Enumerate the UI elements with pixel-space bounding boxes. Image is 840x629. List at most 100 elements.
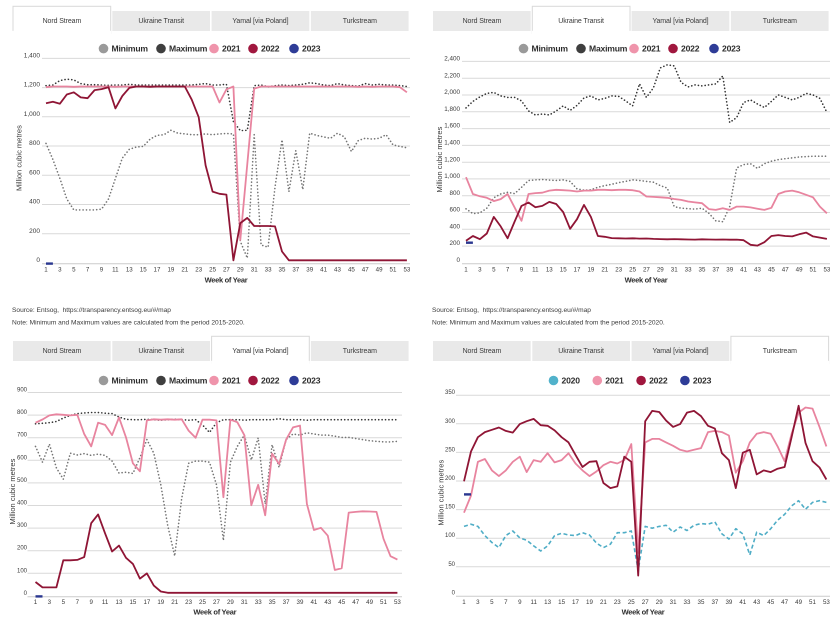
svg-text:25: 25 bbox=[199, 599, 206, 606]
svg-text:1: 1 bbox=[462, 599, 466, 606]
svg-text:31: 31 bbox=[251, 267, 258, 274]
svg-text:9: 9 bbox=[520, 267, 524, 274]
svg-text:0: 0 bbox=[456, 257, 460, 264]
svg-text:15: 15 bbox=[560, 267, 567, 274]
svg-text:600: 600 bbox=[449, 207, 460, 214]
svg-text:Ukraine Transit: Ukraine Transit bbox=[138, 348, 184, 355]
svg-text:1: 1 bbox=[34, 599, 38, 606]
svg-text:49: 49 bbox=[796, 267, 803, 274]
svg-text:21: 21 bbox=[171, 599, 178, 606]
svg-text:11: 11 bbox=[102, 599, 109, 606]
svg-text:45: 45 bbox=[767, 599, 774, 606]
svg-text:49: 49 bbox=[376, 267, 383, 274]
svg-text:5: 5 bbox=[62, 599, 66, 606]
svg-text:2022: 2022 bbox=[681, 43, 700, 53]
svg-text:Yamal [via Poland]: Yamal [via Poland] bbox=[232, 18, 288, 25]
svg-text:43: 43 bbox=[334, 267, 341, 274]
svg-text:Maximum: Maximum bbox=[169, 375, 208, 385]
svg-text:Turkstream: Turkstream bbox=[763, 18, 797, 25]
svg-text:2,000: 2,000 bbox=[444, 89, 460, 96]
svg-text:45: 45 bbox=[348, 267, 355, 274]
svg-text:Maximum: Maximum bbox=[169, 43, 208, 53]
svg-text:7: 7 bbox=[504, 599, 508, 606]
svg-text:21: 21 bbox=[600, 599, 607, 606]
svg-text:13: 13 bbox=[126, 267, 133, 274]
svg-text:17: 17 bbox=[572, 599, 579, 606]
svg-text:39: 39 bbox=[725, 599, 732, 606]
svg-text:700: 700 bbox=[17, 433, 28, 439]
svg-text:39: 39 bbox=[306, 267, 313, 274]
svg-text:29: 29 bbox=[227, 599, 234, 606]
svg-text:43: 43 bbox=[324, 599, 331, 606]
svg-text:400: 400 bbox=[29, 199, 40, 206]
svg-text:27: 27 bbox=[643, 267, 650, 274]
svg-text:11: 11 bbox=[532, 267, 539, 274]
svg-text:35: 35 bbox=[269, 599, 276, 606]
svg-text:19: 19 bbox=[157, 599, 164, 606]
svg-text:150: 150 bbox=[445, 505, 456, 511]
svg-text:23: 23 bbox=[185, 599, 192, 606]
svg-text:51: 51 bbox=[810, 267, 817, 274]
svg-text:33: 33 bbox=[255, 599, 262, 606]
svg-text:43: 43 bbox=[753, 599, 760, 606]
svg-text:800: 800 bbox=[17, 410, 28, 416]
svg-text:200: 200 bbox=[445, 476, 456, 482]
svg-text:9: 9 bbox=[89, 599, 93, 606]
svg-text:13: 13 bbox=[544, 599, 551, 606]
svg-text:200: 200 bbox=[17, 546, 28, 552]
svg-text:50: 50 bbox=[448, 562, 455, 568]
svg-text:350: 350 bbox=[445, 390, 456, 396]
svg-text:Million cubic metres: Million cubic metres bbox=[436, 460, 445, 526]
svg-text:9: 9 bbox=[100, 267, 104, 274]
svg-text:2,200: 2,200 bbox=[444, 72, 460, 79]
svg-text:1,400: 1,400 bbox=[444, 139, 460, 146]
svg-text:11: 11 bbox=[530, 599, 537, 606]
svg-text:11: 11 bbox=[112, 267, 119, 274]
svg-text:2020: 2020 bbox=[562, 375, 581, 385]
svg-text:53: 53 bbox=[403, 267, 410, 274]
svg-text:41: 41 bbox=[320, 267, 327, 274]
svg-text:1,000: 1,000 bbox=[444, 173, 460, 180]
svg-text:Minimum: Minimum bbox=[532, 43, 569, 53]
svg-text:41: 41 bbox=[740, 267, 747, 274]
svg-text:23: 23 bbox=[615, 267, 622, 274]
svg-text:Yamal [via Poland]: Yamal [via Poland] bbox=[232, 348, 288, 355]
svg-text:21: 21 bbox=[601, 267, 608, 274]
svg-text:47: 47 bbox=[782, 267, 789, 274]
svg-text:5: 5 bbox=[492, 267, 496, 274]
svg-text:400: 400 bbox=[17, 500, 28, 506]
svg-text:31: 31 bbox=[670, 599, 677, 606]
svg-text:2023: 2023 bbox=[302, 43, 321, 53]
svg-text:15: 15 bbox=[129, 599, 136, 606]
svg-text:Ukraine Transit: Ukraine Transit bbox=[558, 348, 604, 355]
svg-text:35: 35 bbox=[699, 267, 706, 274]
svg-text:Note: Minimum and Maximum valu: Note: Minimum and Maximum values are cal… bbox=[432, 319, 665, 326]
svg-text:19: 19 bbox=[167, 267, 174, 274]
svg-text:33: 33 bbox=[265, 267, 272, 274]
svg-text:15: 15 bbox=[558, 599, 565, 606]
svg-text:19: 19 bbox=[586, 599, 593, 606]
svg-text:3: 3 bbox=[476, 599, 480, 606]
svg-text:1: 1 bbox=[464, 267, 468, 274]
svg-text:35: 35 bbox=[698, 599, 705, 606]
svg-text:7: 7 bbox=[86, 267, 90, 274]
svg-text:1,600: 1,600 bbox=[444, 123, 460, 130]
svg-text:31: 31 bbox=[671, 267, 678, 274]
svg-text:37: 37 bbox=[283, 599, 290, 606]
svg-text:Nord Stream: Nord Stream bbox=[463, 348, 502, 355]
svg-text:23: 23 bbox=[614, 599, 621, 606]
svg-text:37: 37 bbox=[711, 599, 718, 606]
svg-text:5: 5 bbox=[72, 267, 76, 274]
svg-text:Million cubic metres: Million cubic metres bbox=[14, 125, 23, 191]
svg-text:3: 3 bbox=[478, 267, 482, 274]
svg-text:33: 33 bbox=[685, 267, 692, 274]
svg-text:1,000: 1,000 bbox=[24, 111, 41, 118]
svg-text:2022: 2022 bbox=[261, 43, 280, 53]
svg-text:600: 600 bbox=[17, 455, 28, 461]
svg-text:800: 800 bbox=[29, 140, 40, 147]
svg-text:51: 51 bbox=[380, 599, 387, 606]
svg-text:100: 100 bbox=[17, 568, 28, 574]
svg-text:1,400: 1,400 bbox=[24, 53, 41, 60]
svg-text:53: 53 bbox=[823, 267, 830, 274]
svg-text:0: 0 bbox=[24, 591, 28, 597]
